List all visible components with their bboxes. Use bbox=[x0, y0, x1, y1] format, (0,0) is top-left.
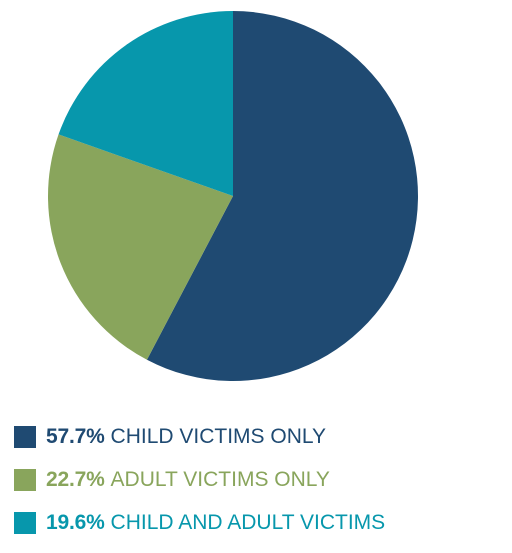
legend-item-adult-victims-only: 22.7% ADULT VICTIMS ONLY bbox=[14, 467, 512, 493]
pie-chart-svg bbox=[47, 11, 418, 381]
legend-percent: 57.7% bbox=[46, 425, 105, 448]
legend-label: CHILD AND ADULT VICTIMS bbox=[110, 511, 386, 534]
legend-swatch bbox=[14, 426, 36, 448]
legend-swatch bbox=[14, 512, 36, 534]
legend-swatch bbox=[14, 469, 36, 491]
pie-slice-adult-victims-only bbox=[47, 134, 233, 360]
legend-percent: 19.6% bbox=[46, 511, 105, 534]
pie-slice-child-victims-only bbox=[146, 11, 418, 381]
pie-slice-child-and-adult-victims bbox=[58, 11, 233, 196]
legend-label: ADULT VICTIMS ONLY bbox=[110, 468, 330, 491]
legend-label: CHILD VICTIMS ONLY bbox=[110, 425, 327, 448]
legend-item-child-and-adult-victims: 19.6% CHILD AND ADULT VICTIMS bbox=[14, 510, 512, 536]
legend-item-child-victims-only: 57.7% CHILD VICTIMS ONLY bbox=[14, 424, 512, 450]
pie-chart bbox=[47, 11, 418, 381]
chart-legend: 57.7% CHILD VICTIMS ONLY 22.7% ADULT VIC… bbox=[14, 424, 512, 553]
legend-percent: 22.7% bbox=[46, 468, 105, 491]
